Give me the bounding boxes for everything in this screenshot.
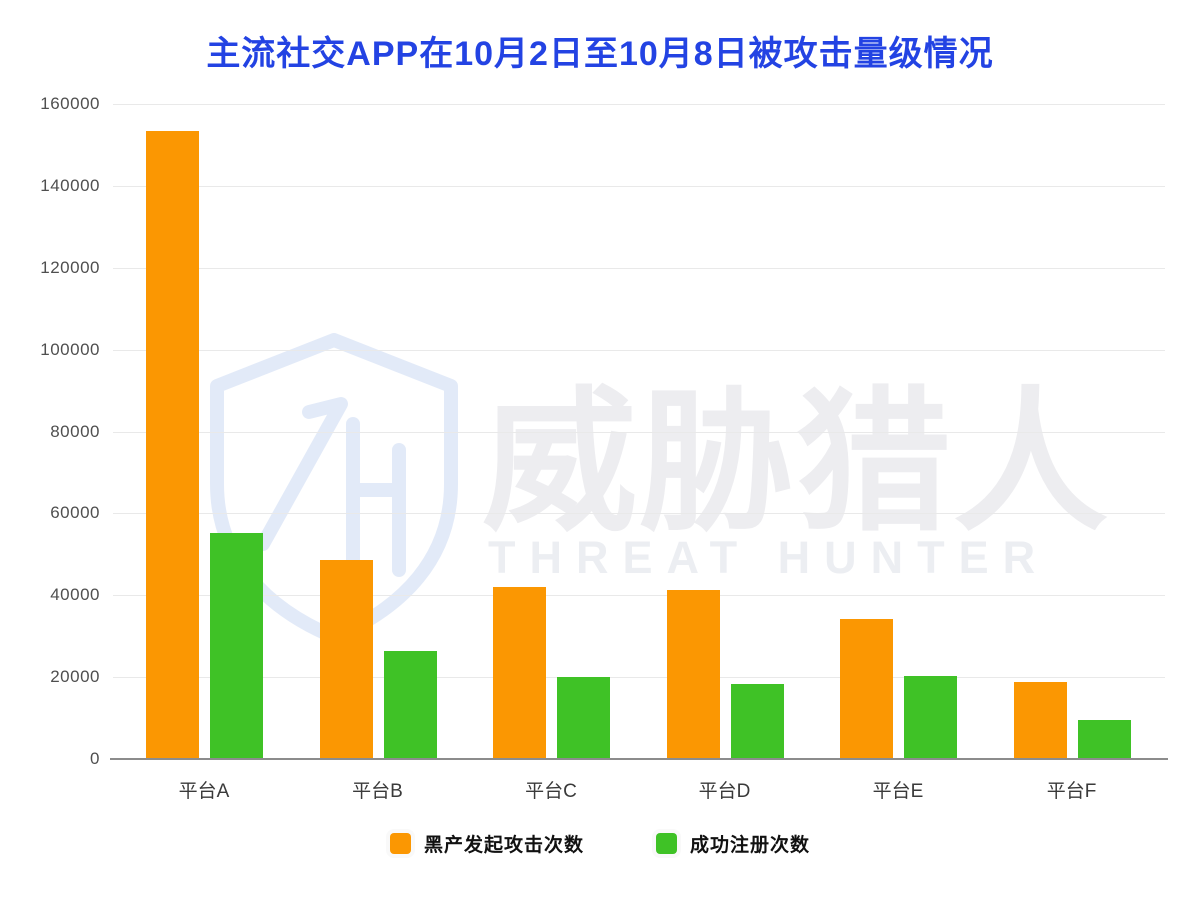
x-axis-label: 平台E [872, 781, 924, 802]
register-count-bar [1077, 719, 1131, 760]
x-axis-label: 平台C [525, 781, 577, 802]
watermark-en-text: THREAT HUNTER [488, 532, 1050, 583]
gridline [113, 513, 1165, 515]
register-count-bar [383, 650, 437, 760]
y-tick-label: 0 [90, 749, 100, 768]
attack-count-bar [493, 586, 546, 760]
y-tick-label: 80000 [50, 421, 100, 441]
gridline [113, 431, 1165, 433]
gridline [113, 677, 1165, 679]
y-tick-label: 160000 [40, 94, 100, 113]
y-tick-label: 120000 [40, 257, 100, 277]
gridline [113, 349, 1165, 351]
y-tick-label: 100000 [40, 339, 100, 359]
watermark-cn-text: 威胁猎人 [482, 376, 1110, 549]
legend-item-attack-count: 黑产发起攻击次数 [389, 830, 584, 857]
gridline [113, 104, 1165, 105]
attack-count-bar [840, 619, 893, 760]
x-axis-label: 平台F [1046, 781, 1097, 802]
gridline [113, 267, 1165, 269]
x-axis-label: 平台B [352, 781, 403, 802]
x-axis-label: 平台D [698, 781, 751, 802]
legend: 黑产发起攻击次数 成功注册次数 [0, 830, 1200, 857]
register-count-bar [904, 675, 957, 760]
gridline [113, 595, 1165, 597]
legend-label: 成功注册次数 [690, 835, 811, 856]
y-tick-label: 60000 [50, 503, 100, 523]
legend-label: 黑产发起攻击次数 [423, 835, 584, 856]
chart-title: 主流社交APP在10月2日至10月8日被攻击量级情况 [206, 35, 994, 73]
register-count-bar [730, 684, 784, 760]
y-tick-label: 40000 [50, 585, 100, 605]
y-tick-label: 140000 [40, 175, 100, 195]
register-count-bar [210, 533, 263, 760]
y-tick-label: 20000 [50, 667, 100, 687]
attack-count-bar [319, 559, 373, 760]
gridline [113, 185, 1165, 187]
register-count-legend-swatch-icon [656, 833, 677, 854]
attack-count-legend-swatch-icon [389, 833, 411, 854]
attack-count-bar [666, 590, 720, 760]
attack-count-bar [1013, 681, 1067, 760]
x-axis-line [110, 758, 1168, 760]
register-count-bar [557, 677, 610, 760]
attack-count-bar [146, 131, 199, 760]
x-axis-label: 平台A [178, 781, 230, 802]
legend-item-register-count: 成功注册次数 [656, 830, 810, 857]
